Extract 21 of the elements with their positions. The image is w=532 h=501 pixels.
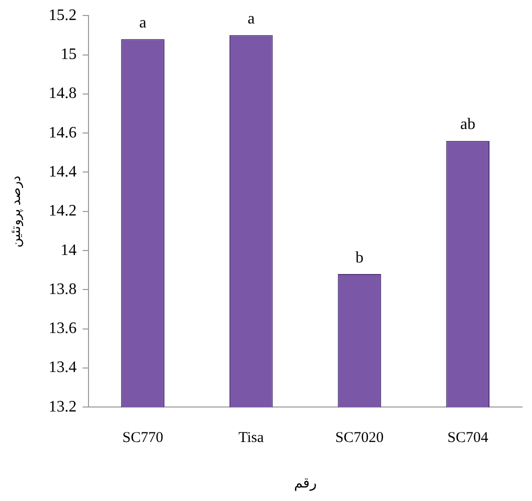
y-tick-label: 15 xyxy=(60,46,77,63)
y-tick-label: 13.2 xyxy=(48,398,77,416)
y-tick-label: 14.8 xyxy=(48,85,77,102)
y-tick-label: 15.2 xyxy=(48,6,77,24)
x-tick-label: Tisa xyxy=(238,430,264,446)
annotation: a xyxy=(139,14,146,32)
x-tick-label: SC704 xyxy=(447,430,489,446)
x-tick-label: SC7020 xyxy=(335,430,384,446)
y-tick-label: 13.6 xyxy=(48,320,77,338)
annotation: b xyxy=(355,249,364,266)
annotation: a xyxy=(248,10,255,28)
x-tick-label: SC770 xyxy=(122,430,164,446)
y-tick-label: 13.8 xyxy=(48,280,77,298)
annotation: ab xyxy=(460,116,476,134)
y-tick-label: 14.4 xyxy=(48,163,77,180)
y-axis-title: درصد پروتئین xyxy=(8,175,24,248)
y-tick-label: 14.2 xyxy=(48,202,77,220)
y-tick-label: 14.6 xyxy=(48,124,77,142)
y-tick-label: 13.4 xyxy=(48,359,77,376)
x-axis-title: رقم xyxy=(294,476,317,492)
y-tick-label: 14 xyxy=(60,242,77,259)
